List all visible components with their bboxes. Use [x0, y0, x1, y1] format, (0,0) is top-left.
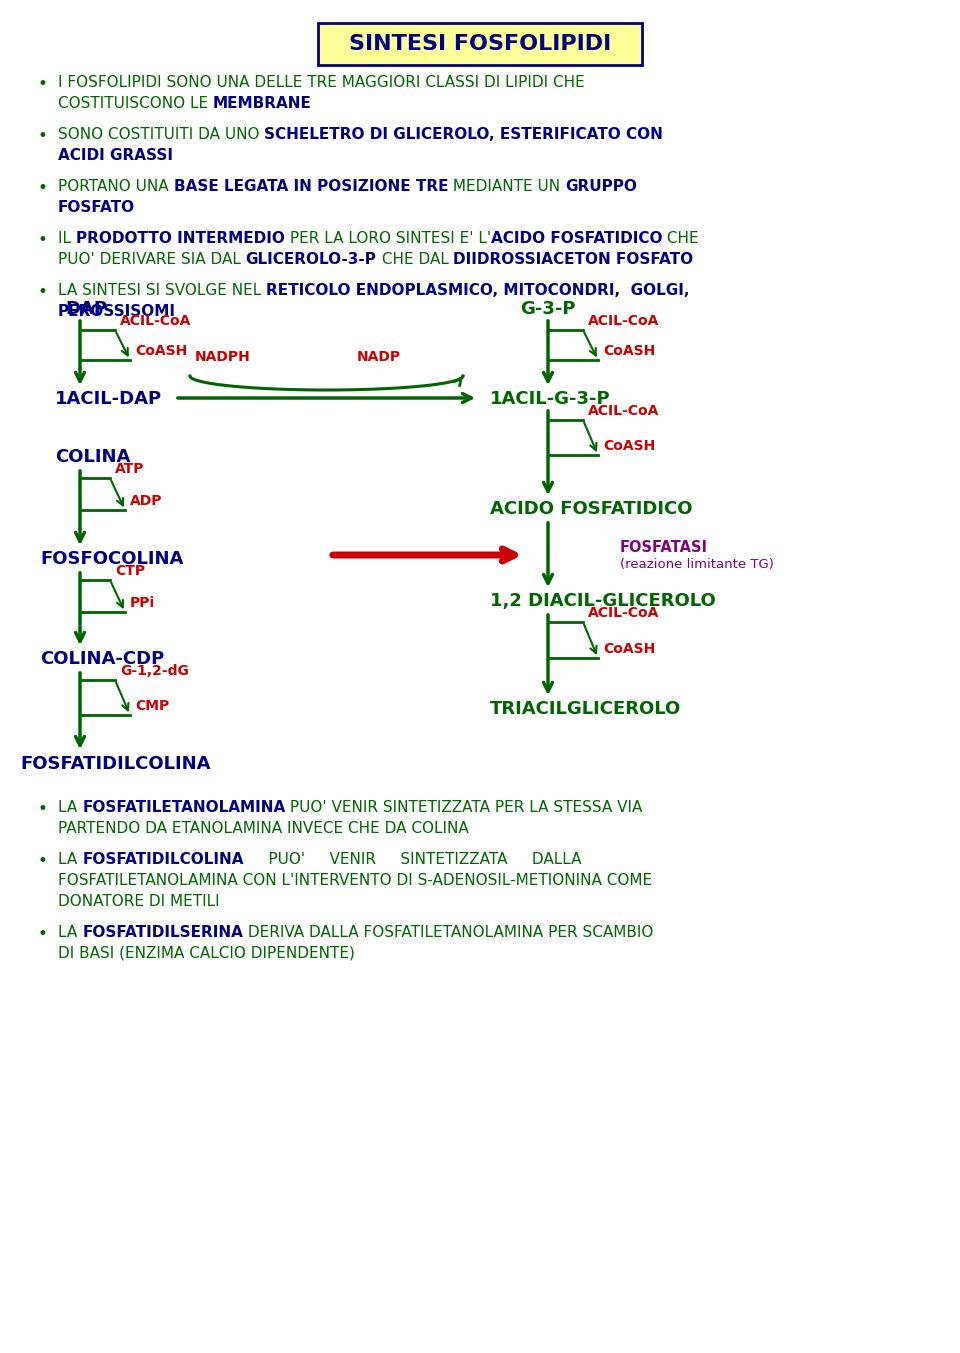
- Text: 1ACIL-G-3-P: 1ACIL-G-3-P: [490, 390, 611, 409]
- Text: GRUPPO: GRUPPO: [565, 179, 636, 193]
- Text: COLINA: COLINA: [55, 448, 131, 465]
- Text: TRIACILGLICEROLO: TRIACILGLICEROLO: [490, 700, 682, 718]
- Text: DONATORE DI METILI: DONATORE DI METILI: [58, 894, 220, 909]
- Text: PRODOTTO INTERMEDIO: PRODOTTO INTERMEDIO: [76, 231, 285, 246]
- Text: ACIDO FOSFATIDICO: ACIDO FOSFATIDICO: [491, 231, 662, 246]
- FancyBboxPatch shape: [318, 23, 642, 65]
- Text: PEROSSISOMI: PEROSSISOMI: [58, 304, 176, 319]
- Text: PUO' DERIVARE SIA DAL: PUO' DERIVARE SIA DAL: [58, 252, 246, 267]
- Text: G-1,2-dG: G-1,2-dG: [120, 664, 189, 678]
- Text: •: •: [38, 800, 48, 819]
- Text: PPi: PPi: [130, 597, 156, 610]
- Text: CoASH: CoASH: [603, 344, 656, 359]
- Text: DAP: DAP: [65, 300, 107, 318]
- Text: •: •: [38, 74, 48, 93]
- Text: CoASH: CoASH: [603, 438, 656, 453]
- Text: RETICOLO ENDOPLASMICO, MITOCONDRI,  GOLGI,: RETICOLO ENDOPLASMICO, MITOCONDRI, GOLGI…: [266, 283, 689, 298]
- Text: ACIL-CoA: ACIL-CoA: [588, 606, 660, 620]
- Text: PARTENDO DA ETANOLAMINA INVECE CHE DA COLINA: PARTENDO DA ETANOLAMINA INVECE CHE DA CO…: [58, 821, 468, 836]
- Text: COLINA-CDP: COLINA-CDP: [40, 649, 164, 668]
- Text: LA: LA: [58, 800, 83, 815]
- Text: NADPH: NADPH: [195, 350, 251, 364]
- Text: •: •: [38, 127, 48, 145]
- Text: LA SINTESI SI SVOLGE NEL: LA SINTESI SI SVOLGE NEL: [58, 283, 266, 298]
- Text: PER LA LORO SINTESI E' L': PER LA LORO SINTESI E' L': [285, 231, 491, 246]
- Text: CMP: CMP: [135, 700, 169, 713]
- Text: MEMBRANE: MEMBRANE: [213, 96, 312, 111]
- Text: GLICEROLO-3-P: GLICEROLO-3-P: [246, 252, 376, 267]
- Text: 1ACIL-DAP: 1ACIL-DAP: [55, 390, 162, 409]
- Text: ACIDI GRASSI: ACIDI GRASSI: [58, 147, 173, 162]
- Text: •: •: [38, 231, 48, 249]
- Text: DI BASI (ENZIMA CALCIO DIPENDENTE): DI BASI (ENZIMA CALCIO DIPENDENTE): [58, 946, 355, 961]
- Text: •: •: [38, 283, 48, 300]
- Text: CoASH: CoASH: [135, 344, 187, 359]
- Text: LA: LA: [58, 925, 83, 940]
- Text: FOSFATO: FOSFATO: [58, 200, 135, 215]
- Text: IL: IL: [58, 231, 76, 246]
- Text: FOSFATIDILCOLINA: FOSFATIDILCOLINA: [20, 755, 210, 773]
- Text: FOSFOCOLINA: FOSFOCOLINA: [40, 551, 183, 568]
- Text: ACIL-CoA: ACIL-CoA: [588, 405, 660, 418]
- Text: •: •: [38, 179, 48, 198]
- Text: I FOSFOLIPIDI SONO UNA DELLE TRE MAGGIORI CLASSI DI LIPIDI CHE: I FOSFOLIPIDI SONO UNA DELLE TRE MAGGIOR…: [58, 74, 585, 91]
- Text: FOSFATIDILSERINA: FOSFATIDILSERINA: [83, 925, 243, 940]
- Text: •: •: [38, 925, 48, 943]
- Text: FOSFATIDILCOLINA: FOSFATIDILCOLINA: [83, 852, 244, 867]
- Text: FOSFATILETANOLAMINA: FOSFATILETANOLAMINA: [83, 800, 285, 815]
- Text: FOSFATILETANOLAMINA CON L'INTERVENTO DI S-ADENOSIL-METIONINA COME: FOSFATILETANOLAMINA CON L'INTERVENTO DI …: [58, 873, 652, 888]
- Text: SCHELETRO DI GLICEROLO, ESTERIFICATO CON: SCHELETRO DI GLICEROLO, ESTERIFICATO CON: [264, 127, 663, 142]
- Text: •: •: [38, 852, 48, 870]
- Text: G-3-P: G-3-P: [520, 300, 575, 318]
- Text: ACIDO FOSFATIDICO: ACIDO FOSFATIDICO: [490, 501, 692, 518]
- Text: MEDIANTE UN: MEDIANTE UN: [448, 179, 565, 193]
- Text: NADP: NADP: [356, 350, 400, 364]
- Text: SONO COSTITUITI DA UNO: SONO COSTITUITI DA UNO: [58, 127, 264, 142]
- Text: COSTITUISCONO LE: COSTITUISCONO LE: [58, 96, 213, 111]
- Text: 1,2 DIACIL-GLICEROLO: 1,2 DIACIL-GLICEROLO: [490, 593, 716, 610]
- Text: DERIVA DALLA FOSFATILETANOLAMINA PER SCAMBIO: DERIVA DALLA FOSFATILETANOLAMINA PER SCA…: [243, 925, 654, 940]
- Text: CHE DAL: CHE DAL: [376, 252, 453, 267]
- Text: SINTESI FOSFOLIPIDI: SINTESI FOSFOLIPIDI: [348, 34, 612, 54]
- Text: BASE LEGATA IN POSIZIONE TRE: BASE LEGATA IN POSIZIONE TRE: [174, 179, 448, 193]
- Text: CoASH: CoASH: [603, 643, 656, 656]
- Text: PORTANO UNA: PORTANO UNA: [58, 179, 174, 193]
- Text: CHE: CHE: [662, 231, 699, 246]
- Text: ADP: ADP: [130, 494, 162, 507]
- Text: DIIDROSSIACETON FOSFATO: DIIDROSSIACETON FOSFATO: [453, 252, 693, 267]
- Text: PUO'     VENIR     SINTETIZZATA     DALLA: PUO' VENIR SINTETIZZATA DALLA: [244, 852, 581, 867]
- Text: LA: LA: [58, 852, 83, 867]
- Text: CTP: CTP: [115, 564, 145, 578]
- Text: ATP: ATP: [115, 461, 145, 476]
- Text: ACIL-CoA: ACIL-CoA: [588, 314, 660, 327]
- Text: ACIL-CoA: ACIL-CoA: [120, 314, 191, 327]
- Text: FOSFATASI: FOSFATASI: [620, 540, 708, 555]
- Text: (reazione limitante TG): (reazione limitante TG): [620, 557, 774, 571]
- Text: PUO' VENIR SINTETIZZATA PER LA STESSA VIA: PUO' VENIR SINTETIZZATA PER LA STESSA VI…: [285, 800, 643, 815]
